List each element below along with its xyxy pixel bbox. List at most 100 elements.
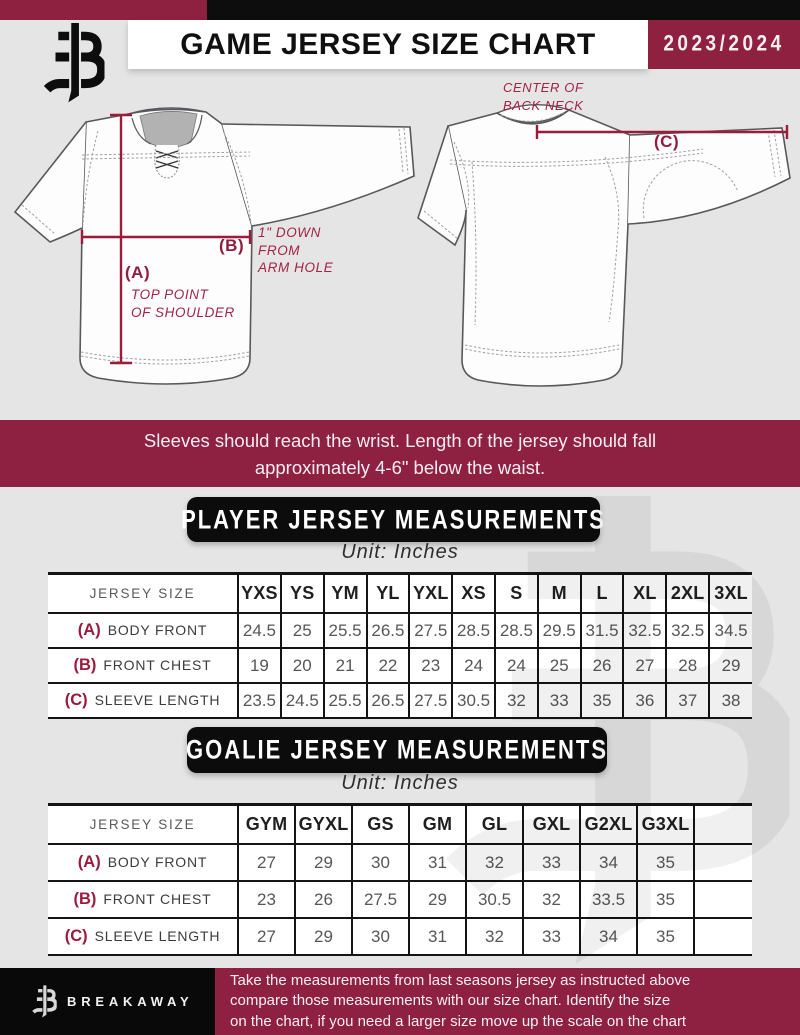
measurement-value: 25.5: [322, 683, 367, 719]
goalie-section-title-pill: GOALIE JERSEY MEASUREMENTS: [186, 727, 608, 773]
footer-instructions: Take the measurements from last seasons …: [215, 968, 800, 1035]
size-column-header: GL: [465, 804, 523, 845]
table-row: (A) BODY FRONT 27 29 30 31 32 33 34 35: [48, 844, 752, 882]
measurement-value: 26.5: [365, 683, 410, 719]
measurement-value: 31.5: [579, 613, 624, 649]
measurement-value: 27.5: [408, 613, 453, 649]
season-badge: 2023/2024: [648, 20, 800, 69]
table-row: (B) FRONT CHEST 23 26 27.5 29 30.5 32 33.5 35: [48, 881, 752, 919]
row-label: SLEEVE LENGTH: [94, 692, 221, 708]
goalie-section-title: GOALIE JERSEY MEASUREMENTS: [186, 734, 608, 765]
note-c: CENTER OF BACK NECK: [503, 80, 584, 113]
measurement-value: 35: [579, 683, 624, 719]
measurement-value: 28.5: [493, 613, 538, 649]
row-label-cell: (A) BODY FRONT: [48, 613, 239, 649]
measurement-value: 30.5: [465, 881, 523, 919]
measurement-value: 21: [322, 648, 367, 684]
row-label-cell: (C) SLEEVE LENGTH: [48, 683, 239, 719]
row-label: FRONT CHEST: [103, 891, 212, 907]
size-column-header: XS: [451, 573, 495, 614]
row-key: (B): [73, 890, 97, 908]
measurement-value: 29: [294, 844, 352, 882]
row-key: (C): [64, 927, 88, 945]
measurement-value: 33: [522, 844, 580, 882]
note-b: 1" DOWN FROM ARM HOLE: [258, 225, 334, 275]
measurement-value: 38: [708, 683, 752, 719]
measurement-value: 27: [622, 648, 667, 684]
measurement-value: 26: [579, 648, 624, 684]
measurement-value: 23.5: [237, 683, 281, 719]
table-row: (A) BODY FRONT 24.5 25 25.5 26.5 27.5 28.5 28.5 2…: [48, 613, 752, 649]
measurement-value: 34: [579, 918, 637, 956]
corner-label: JERSEY SIZE: [48, 804, 238, 845]
label-c: (C): [654, 132, 680, 151]
measurement-value: 33.5: [579, 881, 637, 919]
measurement-value: 34: [579, 844, 637, 882]
measurement-value: 24.5: [279, 683, 324, 719]
measurement-value: 24.5: [237, 613, 281, 649]
measurement-value: 24: [493, 648, 538, 684]
measurement-value: 33: [536, 683, 581, 719]
measurement-value: 30.5: [451, 683, 495, 719]
row-key: (A): [77, 853, 101, 871]
label-a: (A): [125, 263, 151, 282]
row-key: (C): [64, 691, 88, 709]
measurement-value: 27.5: [351, 881, 409, 919]
empty-cell: [693, 918, 752, 956]
back-jersey-diagram: [417, 103, 791, 387]
measurement-value: 24: [451, 648, 495, 684]
row-key: (B): [73, 656, 97, 674]
measurement-value: 33: [522, 918, 580, 956]
goalie-unit-label: Unit: Inches: [341, 772, 459, 794]
top-bar-black: [207, 0, 800, 20]
table-row: (C) SLEEVE LENGTH 23.5 24.5 25.5 26.5 27.5 30.5…: [48, 683, 752, 719]
table-row: (C) SLEEVE LENGTH 27 29 30 31 32 33 34 35: [48, 918, 752, 956]
footer-line1: Take the measurements from last seasons …: [230, 971, 691, 989]
table-header-row: JERSEY SIZE YXS YS YM YL YXL XS S M L XL 2XL 3XL: [48, 573, 752, 614]
measurement-value: 29: [708, 648, 752, 684]
measurement-value: 30: [351, 918, 409, 956]
brand-name: BREAKAWAY: [67, 994, 194, 1009]
row-key: (A): [77, 621, 101, 639]
measurement-value: 32: [465, 918, 523, 956]
measurement-value: 23: [408, 648, 453, 684]
measurement-value: 22: [365, 648, 410, 684]
footer-brand-box: BREAKAWAY: [0, 968, 215, 1035]
size-column-header: YXS: [237, 573, 281, 614]
page-title-box: GAME JERSEY SIZE CHART: [128, 20, 648, 69]
row-label: BODY FRONT: [107, 854, 208, 870]
measurement-value: 32.5: [665, 613, 710, 649]
row-label: BODY FRONT: [107, 622, 208, 638]
goalie-measurements-table: JERSEY SIZE GYM GYXL GS GM GL GXL G2XL G3XL (A) BO…: [48, 803, 752, 956]
front-jersey-diagram: [13, 107, 415, 385]
measurement-value: 26.5: [365, 613, 410, 649]
size-column-header: 3XL: [708, 573, 752, 614]
player-section-title: PLAYER JERSEY MEASUREMENTS: [181, 503, 606, 535]
size-column-header: GS: [351, 804, 409, 845]
fit-note-line1: Sleeves should reach the wrist. Length o…: [143, 430, 657, 451]
measurement-value: 29: [408, 881, 466, 919]
measurement-value: 28.5: [451, 613, 495, 649]
size-column-header: GXL: [522, 804, 580, 845]
measurement-value: 25: [536, 648, 581, 684]
measurement-value: 25.5: [322, 613, 367, 649]
label-b: (B): [219, 236, 245, 255]
measurement-value: 34.5: [708, 613, 752, 649]
row-label: SLEEVE LENGTH: [94, 928, 221, 944]
footer-line3: on the chart, if you need a larger size …: [230, 1012, 687, 1030]
empty-column-header: [693, 804, 752, 845]
page-title: GAME JERSEY SIZE CHART: [180, 27, 596, 61]
measurement-value: 30: [351, 844, 409, 882]
player-measurements-table: JERSEY SIZE YXS YS YM YL YXL XS S M L XL 2XL 3XL (A) B…: [48, 572, 752, 719]
size-column-header: S: [493, 573, 538, 614]
empty-cell: [693, 844, 752, 882]
measurement-value: 32.5: [622, 613, 667, 649]
measurement-value: 37: [665, 683, 710, 719]
size-column-header: XL: [622, 573, 667, 614]
size-column-header: L: [579, 573, 624, 614]
size-column-header: YM: [322, 573, 367, 614]
measurement-value: 31: [408, 918, 466, 956]
table-header-row: JERSEY SIZE GYM GYXL GS GM GL GXL G2XL G3XL: [48, 804, 752, 845]
measurement-value: 32: [522, 881, 580, 919]
size-column-header: GM: [408, 804, 466, 845]
